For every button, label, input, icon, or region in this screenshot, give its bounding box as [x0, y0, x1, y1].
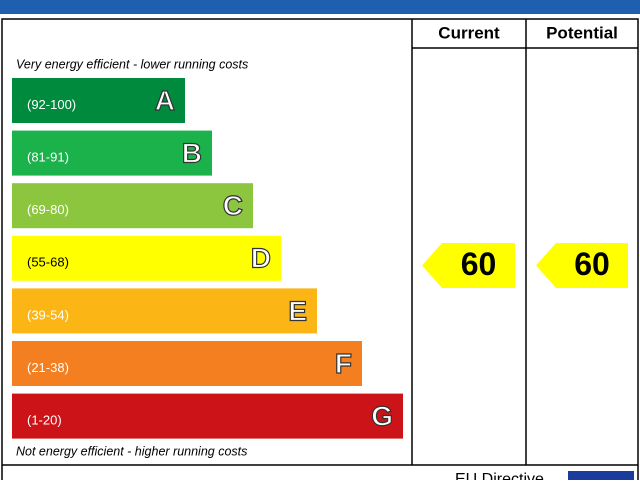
band-bar [12, 78, 185, 123]
band-range: (1-20) [27, 413, 62, 428]
band-letter: D [251, 243, 271, 274]
rating-value: 60 [461, 246, 497, 282]
band-letter: B [182, 137, 202, 168]
band-range: (39-54) [27, 307, 69, 322]
band-range: (55-68) [27, 255, 69, 270]
bottom-note: Not energy efficient - higher running co… [16, 444, 247, 458]
top-note: Very energy efficient - lower running co… [16, 57, 248, 71]
band-letter: F [335, 348, 352, 379]
band-bar [12, 393, 403, 439]
band-range: (69-80) [27, 202, 69, 217]
rating-arrow [422, 243, 515, 288]
band-bar [12, 288, 317, 334]
band-letter: G [371, 400, 393, 431]
band-range: (21-38) [27, 360, 69, 375]
band-bar [12, 341, 362, 386]
band-bar [12, 130, 212, 176]
rating-arrow [536, 243, 628, 288]
band-letter: C [223, 190, 243, 221]
band-range: (81-91) [27, 150, 69, 165]
column-header: Current [438, 23, 500, 42]
band-bar [12, 183, 253, 229]
band-letter: E [288, 295, 307, 326]
column-header: Potential [546, 23, 618, 42]
top-bar [0, 0, 640, 14]
rating-value: 60 [574, 246, 610, 282]
footer: EU Directive [455, 471, 544, 480]
band-range: (92-100) [27, 97, 76, 112]
band-bar [12, 235, 281, 281]
eu-flag [568, 471, 634, 483]
band-letter: A [155, 85, 175, 116]
